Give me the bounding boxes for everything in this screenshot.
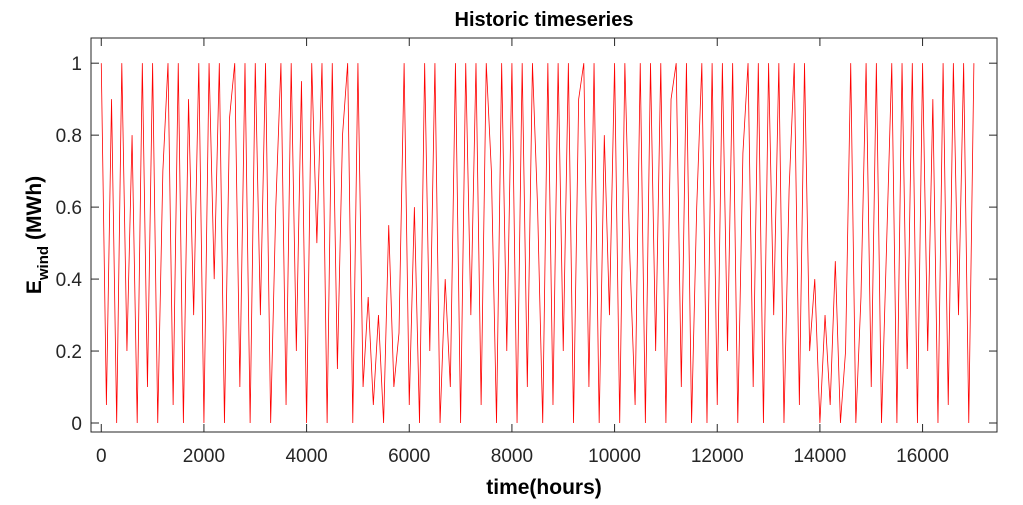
x-axis-label: time(hours): [486, 476, 602, 499]
y-tick-label: 0.4: [56, 270, 83, 291]
x-tick-label: 8000: [491, 446, 533, 467]
x-tick-label: 14000: [793, 446, 846, 467]
y-label-main: E: [23, 280, 46, 294]
y-label-unit: (MWh): [23, 176, 46, 240]
x-tick-label: 10000: [588, 446, 641, 467]
y-tick-label: 0.8: [56, 126, 82, 147]
y-tick-label: 0.6: [56, 198, 82, 219]
x-tick-label: 4000: [285, 446, 327, 467]
x-tick-label: 0: [96, 446, 107, 467]
chart-title: Historic timeseries: [455, 9, 634, 31]
data-line: [100, 63, 975, 424]
y-label-sub: wind: [35, 246, 52, 281]
x-tick-label: 6000: [388, 446, 430, 467]
x-tick-label: 12000: [691, 446, 744, 467]
y-axis-label: Ewind (MWh): [23, 176, 52, 294]
y-tick-label: 0: [71, 414, 82, 435]
y-tick-label: 1: [71, 54, 82, 75]
plot-frame: [90, 37, 998, 433]
x-tick-label: 16000: [896, 446, 949, 467]
y-tick-label: 0.2: [56, 342, 82, 363]
x-tick-label: 2000: [183, 446, 225, 467]
